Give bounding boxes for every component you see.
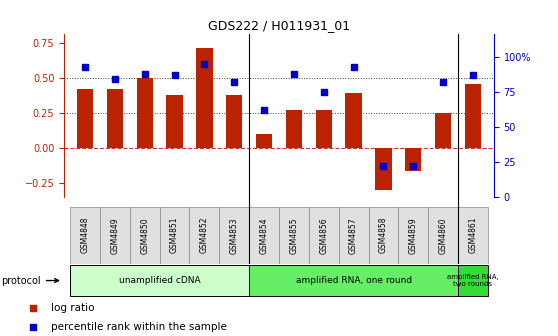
Text: amplified RNA, one round: amplified RNA, one round bbox=[296, 276, 412, 285]
FancyBboxPatch shape bbox=[398, 207, 428, 264]
Text: GSM4851: GSM4851 bbox=[170, 217, 179, 253]
Point bbox=[259, 107, 268, 113]
Text: GSM4849: GSM4849 bbox=[110, 217, 119, 254]
Point bbox=[290, 71, 299, 76]
Bar bbox=[77, 89, 93, 148]
Text: unamplified cDNA: unamplified cDNA bbox=[119, 276, 200, 285]
FancyBboxPatch shape bbox=[190, 207, 219, 264]
Bar bbox=[137, 78, 153, 148]
Point bbox=[170, 72, 179, 78]
Point bbox=[28, 325, 37, 330]
Point bbox=[319, 89, 328, 94]
Text: protocol: protocol bbox=[1, 276, 59, 286]
Text: percentile rank within the sample: percentile rank within the sample bbox=[51, 323, 227, 333]
Text: GSM4852: GSM4852 bbox=[200, 217, 209, 253]
Bar bbox=[256, 134, 272, 148]
FancyBboxPatch shape bbox=[160, 207, 190, 264]
Bar bbox=[405, 148, 421, 171]
FancyBboxPatch shape bbox=[249, 207, 279, 264]
FancyBboxPatch shape bbox=[339, 207, 368, 264]
Text: log ratio: log ratio bbox=[51, 303, 95, 313]
Text: GSM4858: GSM4858 bbox=[379, 217, 388, 253]
Text: GSM4854: GSM4854 bbox=[259, 217, 268, 254]
Bar bbox=[465, 84, 481, 148]
FancyBboxPatch shape bbox=[309, 207, 339, 264]
Text: GSM4856: GSM4856 bbox=[319, 217, 328, 254]
FancyBboxPatch shape bbox=[368, 207, 398, 264]
FancyBboxPatch shape bbox=[130, 207, 160, 264]
Text: amplified RNA,
two rounds: amplified RNA, two rounds bbox=[447, 274, 499, 287]
Text: GSM4857: GSM4857 bbox=[349, 217, 358, 254]
Point bbox=[379, 163, 388, 168]
Bar bbox=[286, 110, 302, 148]
Point bbox=[409, 163, 418, 168]
Text: GSM4853: GSM4853 bbox=[230, 217, 239, 254]
Bar bbox=[345, 93, 362, 148]
FancyBboxPatch shape bbox=[249, 265, 458, 296]
Bar bbox=[435, 113, 451, 148]
Text: GSM4860: GSM4860 bbox=[439, 217, 448, 254]
Bar bbox=[316, 110, 332, 148]
Text: GSM4861: GSM4861 bbox=[469, 217, 478, 253]
FancyBboxPatch shape bbox=[70, 207, 100, 264]
Point bbox=[349, 64, 358, 69]
Text: GSM4859: GSM4859 bbox=[409, 217, 418, 254]
Title: GDS222 / H011931_01: GDS222 / H011931_01 bbox=[208, 19, 350, 33]
Text: GSM4850: GSM4850 bbox=[140, 217, 149, 254]
FancyBboxPatch shape bbox=[279, 207, 309, 264]
FancyBboxPatch shape bbox=[70, 265, 249, 296]
Bar bbox=[166, 95, 183, 148]
FancyBboxPatch shape bbox=[100, 207, 130, 264]
Point bbox=[110, 77, 119, 82]
FancyBboxPatch shape bbox=[458, 265, 488, 296]
FancyBboxPatch shape bbox=[458, 207, 488, 264]
Text: GSM4848: GSM4848 bbox=[80, 217, 89, 253]
Point bbox=[28, 305, 37, 311]
Bar bbox=[196, 47, 213, 148]
Bar bbox=[375, 148, 392, 190]
Bar bbox=[226, 95, 242, 148]
Point bbox=[140, 71, 149, 76]
Point bbox=[230, 79, 239, 85]
Point bbox=[469, 72, 478, 78]
Bar bbox=[107, 89, 123, 148]
Text: GSM4855: GSM4855 bbox=[290, 217, 299, 254]
Point bbox=[80, 64, 89, 69]
Point bbox=[200, 61, 209, 67]
FancyBboxPatch shape bbox=[428, 207, 458, 264]
Point bbox=[439, 79, 448, 85]
FancyBboxPatch shape bbox=[219, 207, 249, 264]
